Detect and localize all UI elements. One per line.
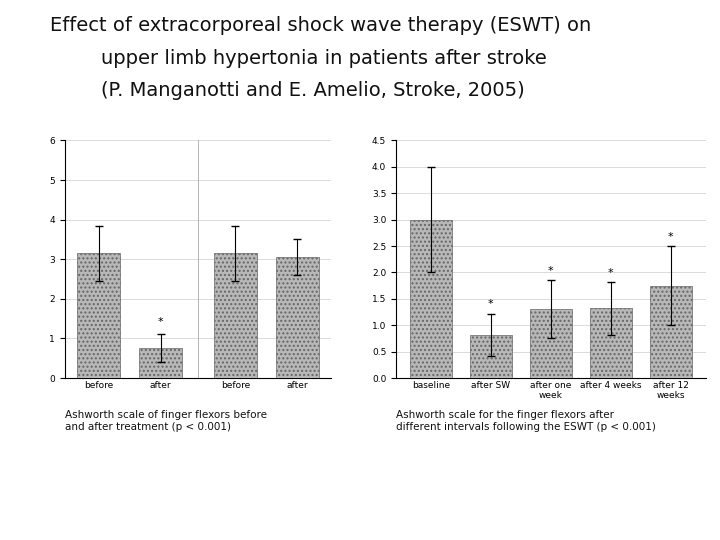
Text: *: * [548,266,554,276]
Bar [649,286,691,378]
Text: Ashworth scale for the finger flexors after
different intervals following the ES: Ashworth scale for the finger flexors af… [396,410,656,432]
Bar [276,257,319,378]
Bar [590,308,631,378]
Text: (P. Manganotti and E. Amelio, Stroke, 2005): (P. Manganotti and E. Amelio, Stroke, 20… [101,81,525,100]
Bar [470,335,512,378]
Text: upper limb hypertonia in patients after stroke: upper limb hypertonia in patients after … [101,49,546,68]
Text: *: * [158,318,163,327]
Text: *: * [667,232,673,242]
Text: Effect of extracorporeal shock wave therapy (ESWT) on: Effect of extracorporeal shock wave ther… [50,16,592,35]
Bar [530,309,572,378]
Bar [214,253,257,378]
Bar [139,348,182,378]
Bar [410,220,452,378]
Text: *: * [488,299,494,309]
Text: Ashworth scale of finger flexors before
and after treatment (p < 0.001): Ashworth scale of finger flexors before … [65,410,267,432]
Text: *: * [608,268,613,278]
Bar [77,253,120,378]
